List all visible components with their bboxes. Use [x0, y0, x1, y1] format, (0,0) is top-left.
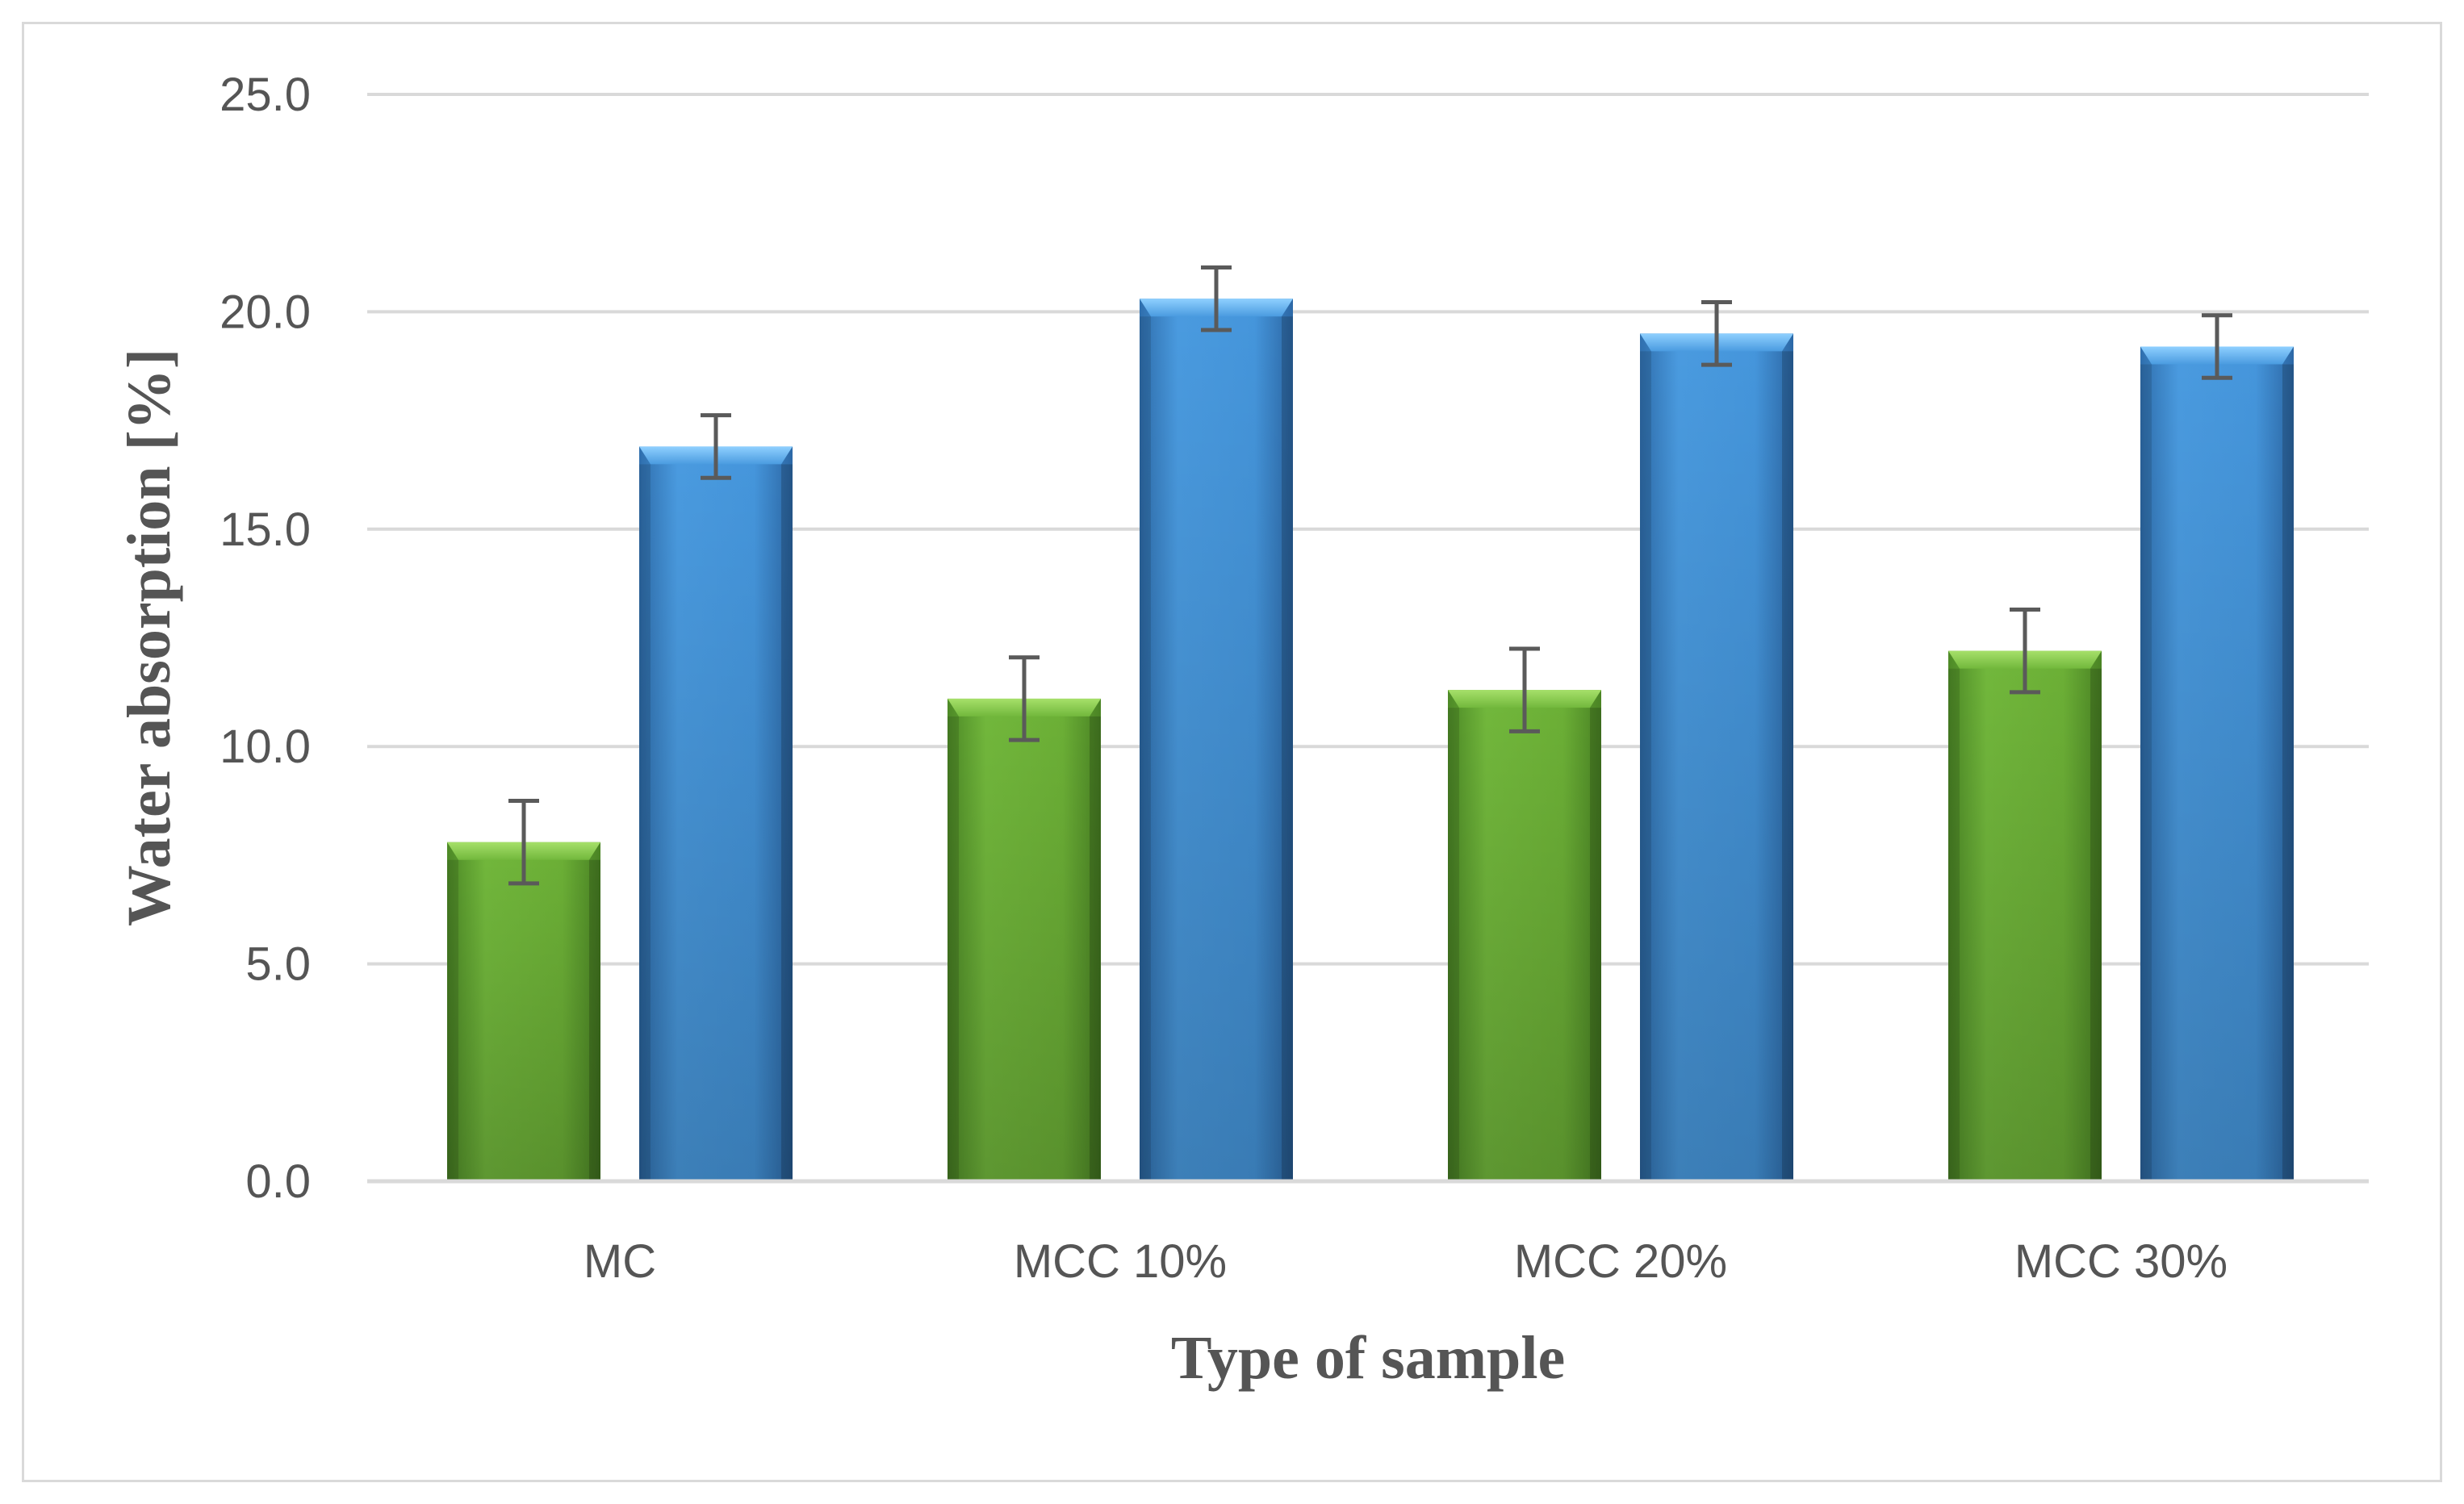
bar-shade	[948, 698, 1101, 1181]
x-axis-title: Type of sample	[1171, 1324, 1565, 1392]
y-axis-title: Water absorption [%]	[115, 349, 183, 926]
bar-shade	[1140, 299, 1293, 1182]
bar-edge-left	[2140, 364, 2152, 1181]
bar-shade	[2140, 346, 2294, 1181]
bar-edge-left	[1948, 668, 1960, 1181]
x-axis-ticks: MC MCC 10% MCC 20% MCC 30%	[584, 1235, 2228, 1288]
error-bar	[508, 799, 539, 886]
bar-green-mcc-20-	[1448, 690, 1601, 1181]
bar-blue-mcc-20-	[1640, 333, 1793, 1182]
bar-edge-left	[1640, 351, 1651, 1182]
bar-edge-right	[781, 464, 793, 1181]
y-tick-label: 10.0	[220, 721, 311, 773]
x-tick-label: MCC 30%	[2014, 1235, 2228, 1288]
bar-edge-right	[1282, 316, 1293, 1182]
bar-shade	[1948, 650, 2102, 1181]
bar-edge-left	[948, 716, 959, 1181]
y-tick-label: 5.0	[245, 938, 311, 991]
bar-green-mc	[447, 842, 600, 1181]
y-tick-label: 0.0	[245, 1155, 311, 1208]
bar-blue-mc	[639, 446, 793, 1181]
bar-edge-right	[1090, 716, 1101, 1181]
bar-edge-right	[1590, 708, 1601, 1181]
error-bar	[1701, 300, 1732, 367]
error-bar	[701, 413, 731, 480]
bar-edge-right	[589, 859, 600, 1181]
bar-green-mcc-30-	[1948, 650, 2102, 1181]
bar-edge-left	[1448, 708, 1459, 1181]
x-tick-label: MCC 10%	[1014, 1235, 1227, 1288]
bar-blue-mcc-30-	[2140, 346, 2294, 1181]
bar-shade	[639, 446, 793, 1181]
bar-edge-right	[2282, 364, 2294, 1181]
x-tick-label: MCC 20%	[1514, 1235, 1727, 1288]
error-bar	[1201, 265, 1232, 332]
error-bar	[2010, 607, 2040, 695]
bar-shade	[1640, 333, 1793, 1182]
y-tick-label: 25.0	[220, 69, 311, 121]
y-tick-label: 20.0	[220, 286, 311, 338]
error-bar	[1509, 646, 1540, 733]
x-tick-label: MC	[584, 1235, 656, 1288]
y-axis-ticks: 0.0 5.0 10.0 15.0 20.0 25.0	[220, 69, 311, 1208]
bars	[447, 299, 2294, 1182]
bar-shade	[1448, 690, 1601, 1181]
bar-edge-left	[1140, 316, 1151, 1182]
bar-edge-right	[1782, 351, 1793, 1182]
bar-edge-left	[639, 464, 651, 1181]
y-tick-label: 15.0	[220, 503, 311, 556]
bar-edge-right	[2090, 668, 2102, 1181]
bar-shade	[447, 842, 600, 1181]
bar-edge-left	[447, 859, 458, 1181]
error-bar	[1009, 655, 1040, 742]
error-bars	[508, 265, 2232, 886]
bar-blue-mcc-10-	[1140, 299, 1293, 1182]
bar-green-mcc-10-	[948, 698, 1101, 1181]
error-bar	[2202, 313, 2232, 380]
